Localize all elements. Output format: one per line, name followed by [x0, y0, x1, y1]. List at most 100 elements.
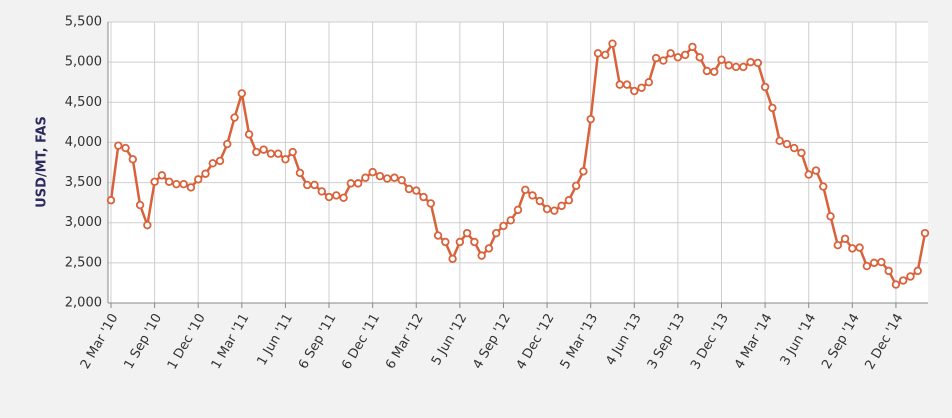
point — [506, 216, 515, 225]
point — [637, 83, 646, 93]
point — [789, 143, 799, 153]
point — [717, 55, 726, 64]
point — [375, 171, 385, 181]
y-tick-label: 4,000 — [65, 135, 102, 150]
point — [135, 200, 145, 210]
point — [484, 244, 494, 253]
point — [114, 141, 123, 150]
x-tick-label: 6 Sep '11 — [296, 311, 340, 371]
point — [281, 155, 290, 164]
x-tick-label: 4 Jun '13 — [603, 311, 644, 368]
x-tick-label: 4 Dec '12 — [514, 311, 558, 372]
point — [630, 86, 639, 96]
point — [266, 149, 276, 158]
point — [855, 243, 864, 252]
x-tick-label: 3 Jun '14 — [778, 311, 819, 368]
y-tick-label: 3,000 — [65, 215, 102, 230]
x-tick-label: 6 Dec '11 — [339, 311, 383, 372]
point — [840, 234, 850, 243]
point — [579, 167, 588, 176]
point — [339, 193, 348, 203]
x-tick-label: 1 Jun '11 — [254, 311, 295, 368]
point — [499, 221, 508, 231]
x-tick-label: 1 Sep '10 — [122, 311, 166, 371]
y-tick-label: 5,000 — [65, 55, 102, 70]
point — [688, 42, 697, 52]
point — [586, 114, 595, 124]
plot-area — [108, 22, 928, 303]
point — [710, 67, 719, 76]
point — [194, 175, 203, 184]
point — [237, 89, 247, 98]
y-tick-label: 2,500 — [65, 255, 102, 270]
x-tick-label: 3 Dec '13 — [688, 311, 732, 372]
point — [201, 169, 210, 178]
point — [651, 53, 661, 63]
point — [564, 196, 574, 205]
point — [680, 50, 690, 60]
point — [528, 191, 537, 200]
point — [753, 58, 763, 68]
point — [884, 266, 893, 276]
point — [346, 179, 356, 188]
point — [208, 159, 217, 168]
point — [673, 53, 683, 62]
point — [223, 139, 232, 149]
point — [441, 237, 450, 247]
point — [230, 113, 239, 122]
point — [804, 170, 813, 179]
point — [215, 156, 225, 166]
point — [833, 240, 842, 250]
point — [368, 167, 377, 177]
x-tick-label: 2 Dec '14 — [863, 311, 907, 372]
y-tick-label: 5,500 — [65, 15, 102, 30]
point — [768, 103, 777, 113]
point — [593, 49, 603, 58]
point — [571, 181, 581, 190]
point — [775, 136, 784, 146]
point — [121, 143, 130, 153]
x-tick-label: 5 Mar '13 — [558, 311, 602, 371]
point — [143, 220, 152, 230]
point — [390, 173, 399, 182]
y-axis-label: USD/MT, FAS — [35, 116, 50, 208]
point — [644, 78, 654, 87]
point — [739, 62, 748, 72]
point — [731, 62, 741, 72]
point — [244, 130, 254, 139]
x-tick-label: 2 Sep '14 — [819, 311, 863, 371]
point — [608, 39, 617, 48]
point — [470, 237, 479, 247]
point — [797, 148, 806, 158]
point — [317, 187, 326, 196]
point — [332, 191, 341, 200]
x-tick-label: 3 Sep '13 — [645, 311, 689, 371]
point — [862, 261, 872, 271]
x-tick-label: 5 Jun '12 — [429, 311, 470, 368]
point — [760, 82, 770, 92]
point — [848, 244, 857, 253]
point — [172, 179, 181, 189]
point — [695, 53, 704, 62]
point — [550, 206, 559, 215]
x-tick-label: 1 Dec '10 — [165, 311, 209, 372]
point — [702, 66, 712, 76]
point — [869, 258, 879, 268]
point — [513, 205, 523, 215]
y-tick-label: 3,500 — [65, 175, 102, 190]
y-tick-label: 4,500 — [65, 95, 102, 110]
point — [535, 196, 545, 206]
point — [491, 228, 501, 238]
point — [419, 192, 428, 202]
x-tick-label: 6 Mar '12 — [383, 311, 427, 371]
point — [877, 257, 886, 267]
point — [782, 139, 792, 149]
point — [826, 212, 835, 221]
point — [164, 177, 174, 186]
x-tick-label: 1 Mar '11 — [209, 311, 253, 371]
x-tick-label: 4 Sep '12 — [470, 311, 514, 371]
point — [259, 145, 268, 154]
point — [412, 186, 421, 195]
point — [361, 173, 370, 182]
